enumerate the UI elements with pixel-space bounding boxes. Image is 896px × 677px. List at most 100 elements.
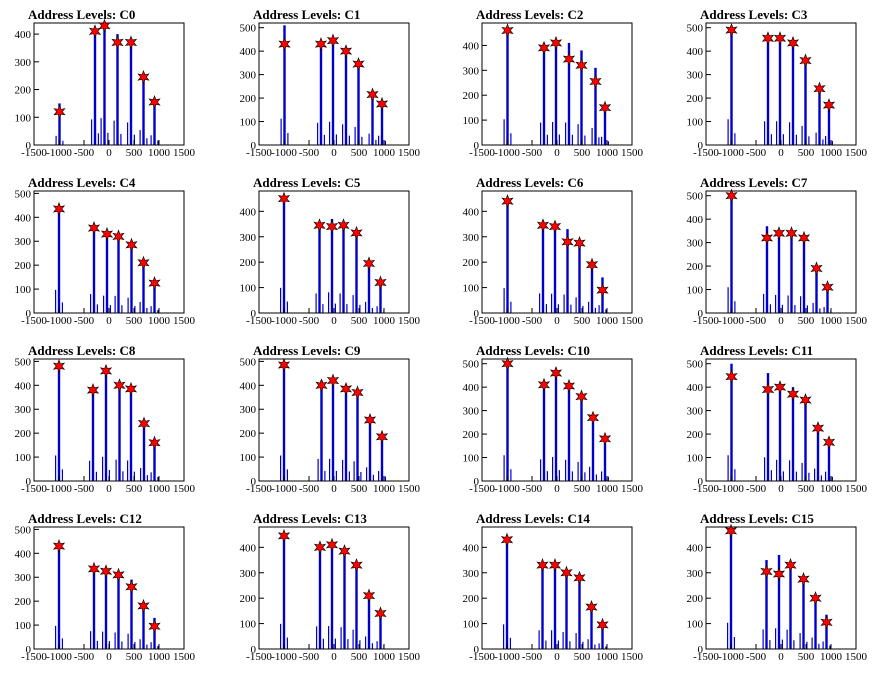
side-spike [140,468,142,481]
bar-series [55,207,159,313]
side-spike [384,140,386,145]
y-tick-label: 400 [15,548,32,560]
bar [591,416,595,481]
x-tick-label: 1500 [845,483,868,495]
star-icon [313,540,327,555]
star-icon [575,58,588,73]
bar [818,88,821,145]
star-icon [573,236,586,251]
star-icon [772,226,786,241]
x-tick-label: 0 [554,315,560,327]
side-spike [545,304,547,313]
x-tick-label: -1000 [718,483,744,495]
x-tick-label: -1500 [693,147,719,159]
side-spike [114,632,116,649]
y-tick-label: 100 [463,453,480,465]
side-spike [775,628,777,649]
side-spike [96,304,98,313]
y-tick-label: 400 [463,40,480,52]
bar-series [503,537,607,649]
y-tick-label: 300 [15,404,32,416]
bar [804,398,807,481]
x-tick-label: 1500 [398,483,421,495]
side-spike [378,135,380,145]
star-markers [725,22,836,113]
star-icon [325,537,339,552]
x-tick-label: -500 [74,483,95,495]
y-tick-label: 500 [240,23,257,35]
star-icon [99,363,113,379]
side-spike [734,133,736,145]
side-spike [55,455,57,481]
x-tick-label: -1500 [693,483,719,495]
side-spike [822,139,824,145]
chart-panel-4: Address Levels: C40100200300400500-1500-… [15,175,196,327]
star-icon [124,35,138,50]
chart-panel-15: Address Levels: C15 0 100 200 300 400 -1500 -10… [687,511,868,663]
star-icon [548,558,562,573]
y-tick-label: 300 [463,232,480,244]
y-tick-label: 200 [687,429,704,441]
bar [130,579,133,649]
star-icon [375,96,389,112]
star-icon [536,218,550,233]
side-spike [764,457,766,481]
chart-panel-10: Address Levels: C10 0 100 200 300 400 500 -1500… [463,343,644,495]
side-spike [776,459,778,481]
star-icon [761,31,775,46]
side-spike [825,471,827,481]
y-tick-label: 0 [26,308,32,320]
y-tick-label: 200 [15,428,32,440]
star-icon [760,564,773,579]
x-tick-label: 1000 [820,147,843,159]
star-icon [375,429,389,444]
bar [506,363,509,481]
star-icon [125,237,138,252]
side-spike [96,640,98,649]
y-tick-label: 300 [15,57,32,69]
star-icon [362,256,376,271]
star-icon [52,359,66,374]
y-tick-label: 0 [474,140,480,152]
side-spike [317,122,319,145]
side-spike [348,471,350,481]
bar [766,373,770,481]
x-tick-label: 0 [331,651,337,663]
side-spike [540,122,542,145]
y-tick-label: 0 [251,644,257,656]
y-tick-label: 0 [698,644,704,656]
side-spike [347,639,349,649]
y-tick-label: 200 [15,85,32,97]
y-tick-label: 100 [240,452,257,464]
side-spike [121,641,123,649]
side-spike [287,133,289,145]
side-spike [764,121,766,145]
star-icon [799,392,812,408]
star-markers [277,528,387,621]
star-icon [337,218,350,233]
star-icon [350,225,363,241]
bar [283,25,286,145]
star-icon [148,435,161,450]
side-spike [582,641,584,649]
bar [578,576,581,649]
x-tick-label: -1000 [46,483,72,495]
star-icon [350,558,363,573]
y-tick-label: 400 [463,206,480,218]
bar [142,604,145,649]
bar [730,363,733,481]
star-icon [315,378,328,393]
bar [93,28,97,145]
side-spike [801,462,803,481]
x-tick-label: 1000 [148,483,171,495]
star-icon [124,381,138,396]
side-spike [562,631,564,649]
side-spike [280,287,282,313]
side-spike [335,134,337,145]
star-icon [99,564,113,579]
side-spike [342,459,344,481]
star-icon [537,377,551,392]
side-spike [806,641,808,649]
star-icon [822,435,836,450]
side-spike [95,471,97,481]
